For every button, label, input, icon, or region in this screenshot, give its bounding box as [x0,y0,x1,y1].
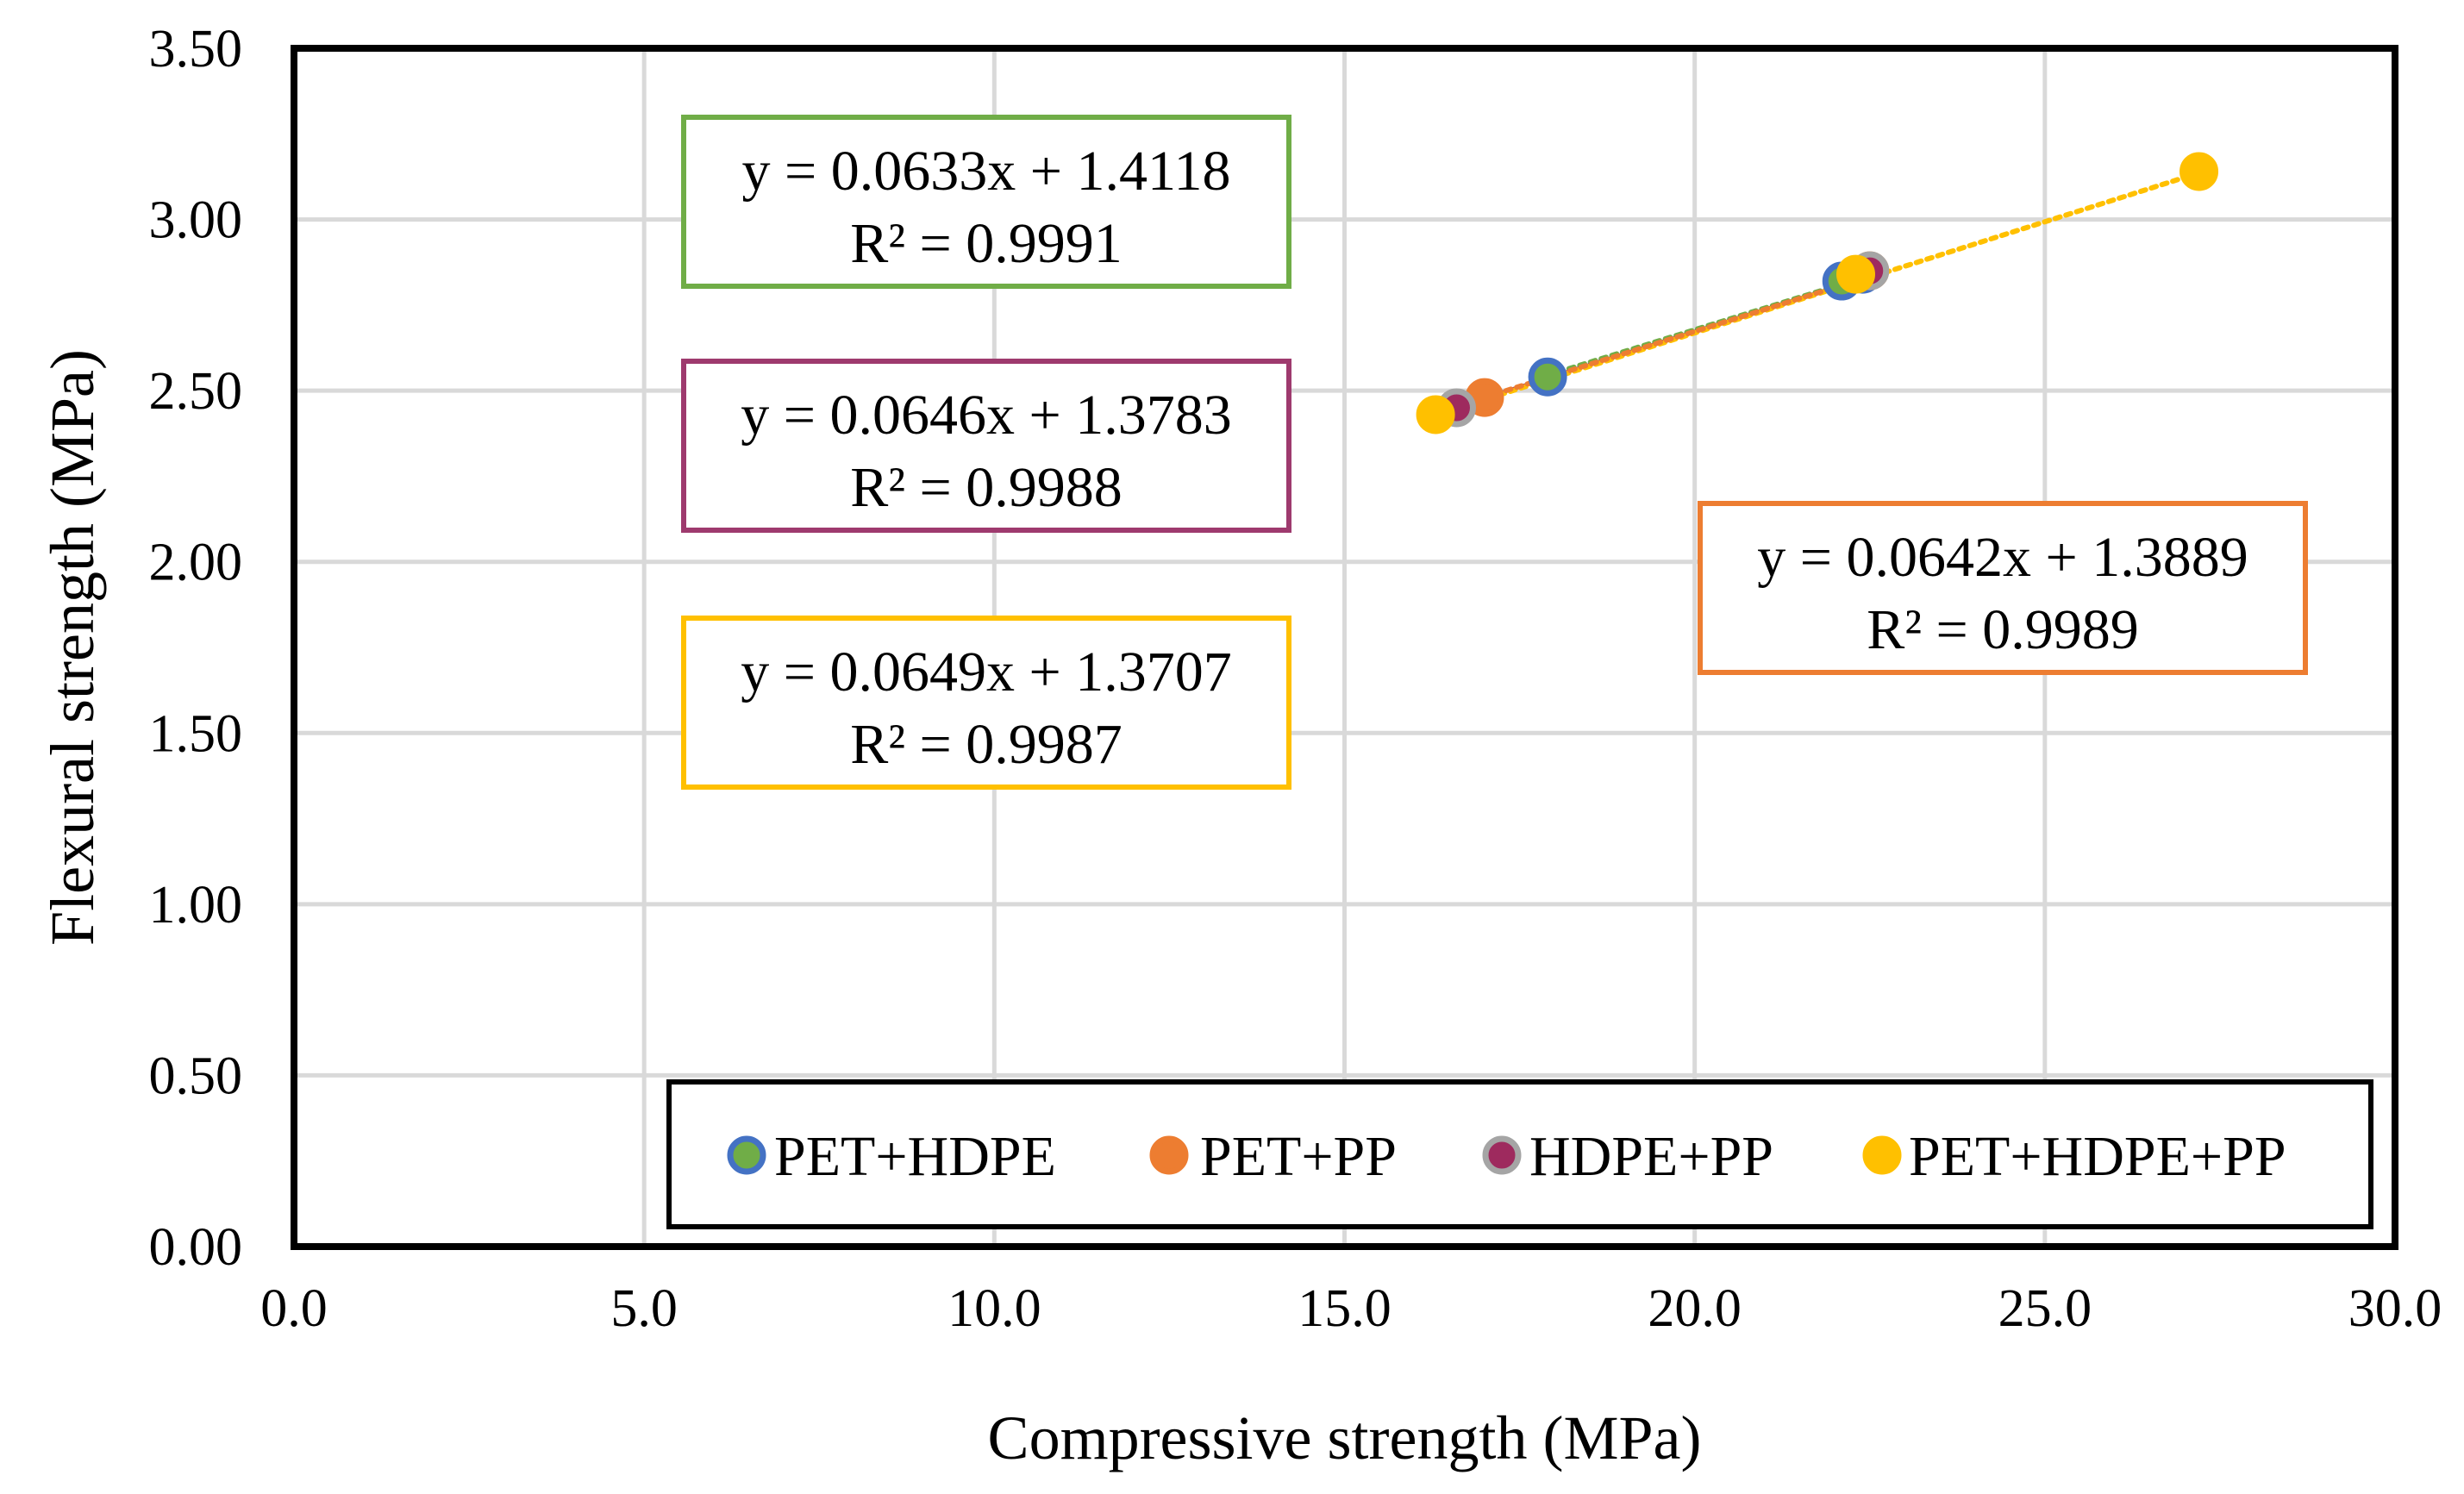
y-tick-label: 2.50 [149,362,243,421]
y-tick-label: 0.00 [149,1218,243,1277]
legend-label: PET+PP [1200,1125,1397,1188]
x-axis-tick-labels: 0.0 5.0 10.0 15.0 20.0 25.0 30.0 [260,1279,2442,1338]
data-points [1416,152,2219,434]
trendline-equation: y = 0.0642x + 1.3889 [1757,526,2248,589]
y-tick-label: 3.00 [149,191,243,250]
r-squared-value: R² = 0.9987 [850,713,1123,776]
data-point-pet-hdpe [1528,357,1567,397]
legend-marker [727,1135,766,1175]
x-tick-label: 20.0 [1648,1279,1742,1338]
equation-box-border [681,115,1291,289]
trendline-equation: y = 0.0649x + 1.3707 [741,641,1231,703]
x-tick-label: 0.0 [260,1279,328,1338]
legend-label: PET+HDPE [774,1125,1056,1188]
trendline-equation: y = 0.0633x + 1.4118 [742,140,1231,203]
x-tick-label: 15.0 [1298,1279,1391,1338]
legend-label: PET+HDPE+PP [1909,1125,2286,1188]
y-tick-label: 1.50 [149,704,243,763]
legend-entry-pet-hdpe: PET+HDPE [727,1125,1056,1188]
r-squared-value: R² = 0.9991 [850,212,1123,275]
equation-box-pet-hdpe: y = 0.0633x + 1.4118 R² = 0.9991 [681,115,1291,289]
y-tick-label: 2.00 [149,534,243,592]
y-tick-label: 1.00 [149,876,243,935]
x-tick-label: 30.0 [2348,1279,2442,1338]
equation-box-pet-pp: y = 0.0642x + 1.3889 R² = 0.9989 [1698,501,2308,675]
x-tick-label: 5.0 [610,1279,678,1338]
plot-area-frame [291,45,2398,1250]
x-tick-label: 25.0 [1998,1279,2092,1338]
equation-box-pet-hdpe-pp: y = 0.0649x + 1.3707 R² = 0.9987 [681,616,1291,790]
data-point-pet-hdpe-pp [2179,152,2219,191]
legend-entry-hdpe-pp: HDPE+PP [1482,1125,1773,1188]
x-axis-title: Compressive strength (MPa) [988,1403,1702,1472]
trendline-equation: y = 0.0646x + 1.3783 [741,384,1231,447]
r-squared-value: R² = 0.9989 [1867,598,2139,661]
legend-marker [1482,1135,1522,1175]
legend-label: HDPE+PP [1529,1125,1773,1188]
legend-entry-pet-hdpe-pp: PET+HDPE+PP [1862,1125,2286,1188]
equation-box-border [681,616,1291,790]
data-point-pet-hdpe-pp [1836,254,1876,294]
legend-entry-pet-pp: PET+PP [1149,1125,1397,1188]
equation-box-border [1698,501,2308,675]
y-axis-title: Flexural strength (MPa) [38,349,107,946]
y-axis-tick-labels: 0.00 0.50 1.00 1.50 2.00 2.50 3.00 3.50 [149,20,243,1277]
legend-marker [1149,1135,1189,1175]
r-squared-value: R² = 0.9988 [850,456,1123,519]
y-tick-label: 0.50 [149,1047,243,1105]
trendline-equations: y = 0.0633x + 1.4118 R² = 0.9991 y = 0.064… [681,115,2308,790]
y-tick-label: 3.50 [149,20,243,78]
equation-box-hdpe-pp: y = 0.0646x + 1.3783 R² = 0.9988 [681,359,1291,533]
equation-box-border [681,359,1291,533]
legend: PET+HDPE PET+PP HDPE+PP PET+HDPE+PP [666,1079,2373,1229]
data-point-pet-hdpe-pp [1416,395,1455,434]
x-tick-label: 10.0 [947,1279,1041,1338]
legend-marker [1862,1135,1902,1175]
